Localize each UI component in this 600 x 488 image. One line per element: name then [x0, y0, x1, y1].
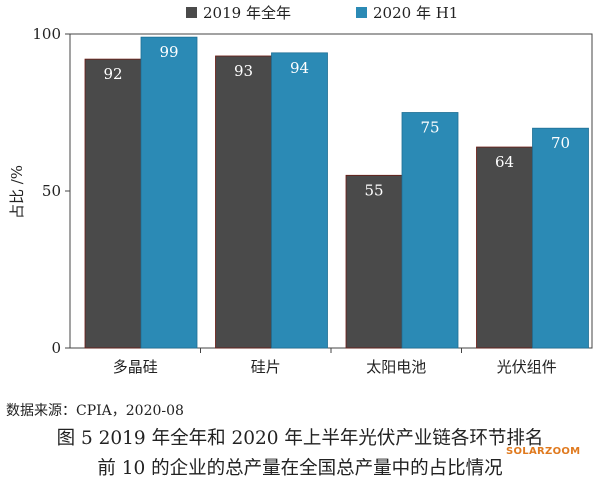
figure-caption-line-2: 前 10 的企业的总产量在全国总产量中的占比情况	[97, 458, 503, 479]
y-tick-label: 50	[42, 182, 61, 200]
bar-2020-h1	[401, 112, 459, 349]
chart-bars: 92 99 93 94 55 75 64 70	[84, 36, 589, 349]
bar-2019	[84, 58, 142, 349]
bar-2020-h1	[271, 52, 328, 349]
bar-2019	[476, 146, 533, 349]
source-note: 数据来源：CPIA，2020-08	[6, 403, 184, 419]
y-tick-label: 100	[32, 25, 61, 43]
bar-value-label: 99	[159, 43, 178, 61]
x-tick-label: 多晶硅	[113, 358, 158, 376]
bar-value-label: 75	[420, 119, 439, 137]
watermark-logo: SOLARZOOM	[506, 446, 581, 457]
bar-value-label: 64	[495, 153, 514, 171]
bar-value-label: 94	[290, 59, 309, 77]
x-axis-labels: 多晶硅 硅片 太阳电池 光伏组件	[113, 348, 557, 376]
legend-swatch	[356, 7, 367, 18]
bar-2020-h1	[532, 127, 589, 349]
bar-value-label: 55	[364, 181, 383, 199]
figure-caption-line-1: 图 5 2019 年全年和 2020 年上半年光伏产业链各环节排名	[56, 428, 544, 449]
bar-chart: 2019 年全年 2020 年 H1 占比 /% 0 50 100 92 99 93 94 5…	[8, 4, 593, 376]
x-tick-label: 硅片	[251, 358, 281, 376]
bar-value-label: 92	[103, 65, 122, 83]
x-tick-label: 光伏组件	[497, 358, 557, 376]
bar-value-label: 93	[234, 62, 253, 80]
y-axis-label: 占比 /%	[8, 165, 26, 219]
bar-2019	[215, 55, 272, 349]
y-axis-ticks: 0 50 100	[32, 25, 70, 357]
chart-legend: 2019 年全年 2020 年 H1	[186, 4, 458, 22]
y-tick-label: 0	[51, 339, 61, 357]
bar-2019	[345, 174, 403, 349]
legend-label: 2020 年 H1	[373, 4, 458, 22]
bar-2020-h1	[140, 36, 198, 349]
x-tick-label: 太阳电池	[366, 358, 426, 376]
legend-label: 2019 年全年	[203, 4, 291, 22]
bar-value-label: 70	[551, 134, 570, 152]
legend-swatch	[186, 7, 197, 18]
